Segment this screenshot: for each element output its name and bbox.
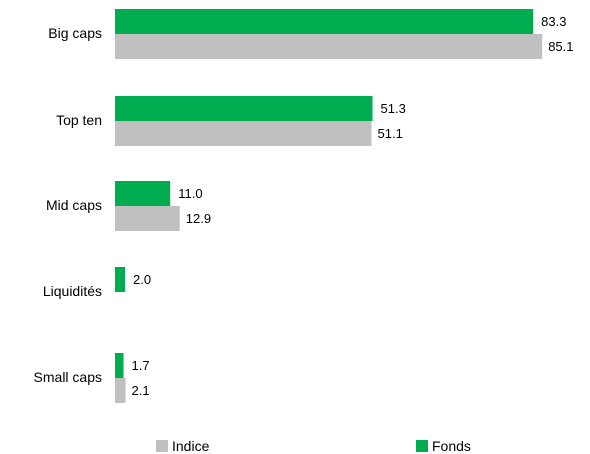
labels-layer: Big caps 83.3 85.1 Top ten 51.3 51.1 Mid caps 1… xyxy=(34,14,574,398)
value-label-fonds-top-ten: 51.3 xyxy=(381,101,406,116)
bar-fonds-mid-caps xyxy=(115,181,171,206)
bars-layer xyxy=(115,9,543,403)
category-label-big-caps: Big caps xyxy=(48,25,102,41)
value-label-fonds-small-caps: 1.7 xyxy=(132,358,150,373)
legend-label-fonds: Fonds xyxy=(432,438,471,454)
bar-indice-small-caps xyxy=(115,378,126,403)
legend-swatch-fonds xyxy=(416,440,428,452)
bar-fonds-top-ten xyxy=(115,96,373,121)
bar-fonds-small-caps xyxy=(115,353,124,378)
value-label-fonds-big-caps: 83.3 xyxy=(541,14,566,29)
category-label-mid-caps: Mid caps xyxy=(46,197,102,213)
legend-swatch-indice xyxy=(156,440,168,452)
legend-label-indice: Indice xyxy=(172,438,210,454)
category-label-liquidites: Liquidités xyxy=(43,283,102,299)
bar-fonds-big-caps xyxy=(115,9,534,34)
value-label-indice-small-caps: 2.1 xyxy=(132,383,150,398)
category-label-top-ten: Top ten xyxy=(56,112,102,128)
value-label-fonds-mid-caps: 11.0 xyxy=(178,186,202,201)
value-label-indice-big-caps: 85.1 xyxy=(548,39,573,54)
bar-indice-top-ten xyxy=(115,121,372,146)
category-label-small-caps: Small caps xyxy=(34,369,102,385)
value-label-indice-mid-caps: 12.9 xyxy=(186,211,211,226)
bar-fonds-liquidites xyxy=(115,267,126,292)
value-label-fonds-liquidites: 2.0 xyxy=(133,272,151,287)
legend: Indice Fonds xyxy=(156,438,471,454)
value-label-indice-top-ten: 51.1 xyxy=(378,126,403,141)
bar-indice-mid-caps xyxy=(115,206,180,231)
bar-indice-big-caps xyxy=(115,34,543,59)
